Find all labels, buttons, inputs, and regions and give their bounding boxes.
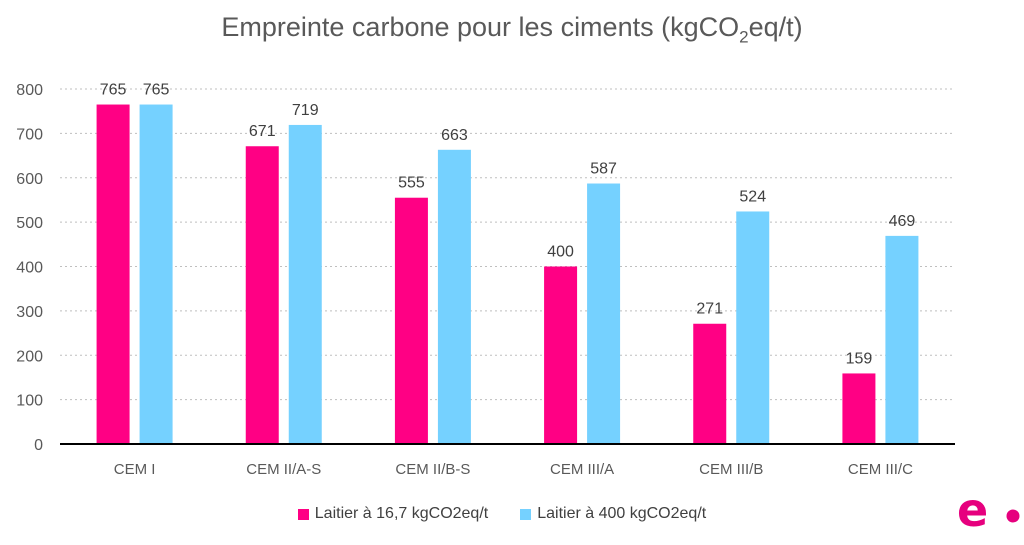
data-label: 765 [143,82,170,99]
y-tick-label: 600 [16,171,43,188]
x-tick-label: CEM II/B-S [395,461,470,478]
bar [245,146,279,444]
y-tick-label: 500 [16,215,43,232]
x-tick-label: CEM III/A [550,461,614,478]
legend-swatch [297,508,309,520]
legend-swatch [520,508,532,520]
y-tick-label: 400 [16,260,43,277]
bar [437,149,471,444]
y-tick-label: 200 [16,348,43,365]
x-tick-label: CEM I [114,461,156,478]
data-label: 663 [441,127,468,144]
bar [544,266,578,444]
bar [139,104,173,444]
bar [736,211,770,444]
y-tick-label: 300 [16,304,43,321]
y-tick-label: 0 [34,437,43,454]
bar [394,197,428,444]
legend-item-series-2: Laitier à 400 kgCO2eq/t [520,505,706,523]
svg-text:e: e [957,488,988,533]
legend-label: Laitier à 400 kgCO2eq/t [537,505,707,522]
y-tick-label: 100 [16,393,43,410]
bar [885,235,919,444]
bar [842,373,876,444]
data-label: 159 [846,350,873,367]
logo: e [957,488,1020,533]
data-label: 271 [696,301,723,318]
bar [693,323,727,444]
x-tick-label: CEM III/C [848,461,913,478]
data-label: 524 [739,188,766,205]
data-label: 555 [398,175,425,192]
y-tick-label: 700 [16,126,43,143]
bar [587,183,621,445]
x-tick-label: CEM II/A-S [246,461,321,478]
data-label: 765 [100,82,127,99]
y-tick-label: 800 [16,82,43,99]
data-label: 400 [547,244,574,261]
data-label: 587 [590,161,617,178]
bar [288,124,322,444]
legend-label: Laitier à 16,7 kgCO2eq/t [314,505,489,522]
x-tick-label: CEM III/B [699,461,763,478]
legend-item-series-1: Laitier à 16,7 kgCO2eq/t [297,505,489,523]
chart-title: Empreinte carbone pour les ciments (kgCO… [221,12,803,47]
data-label: 671 [249,123,276,140]
bar [96,104,130,444]
data-label: 719 [292,102,319,119]
legend: Laitier à 16,7 kgCO2eq/t Laitier à 400 k… [0,505,1024,523]
data-label: 469 [889,213,916,230]
